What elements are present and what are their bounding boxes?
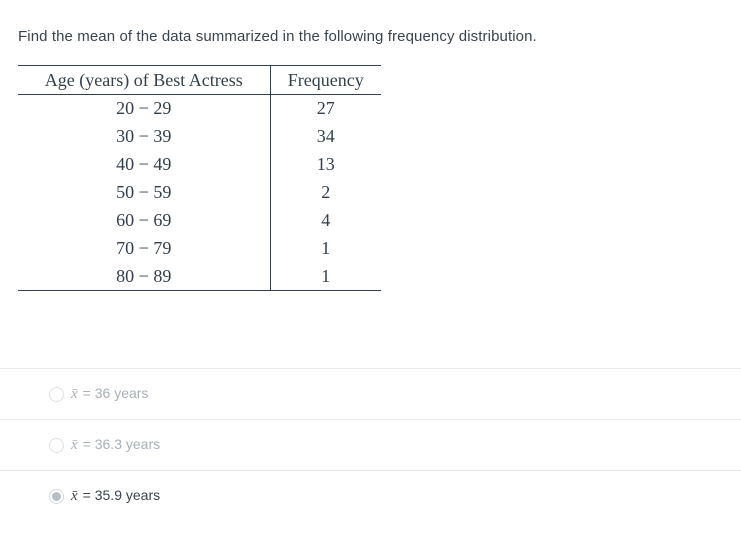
xbar-symbol: x̄ [71, 437, 78, 453]
option-label: x̄ = 36 years [71, 385, 148, 403]
option-text: = 35.9 years [82, 487, 161, 503]
table-row: 20 − 29 27 [18, 94, 381, 123]
frequency-cell: 34 [316, 126, 335, 146]
option-label: x̄ = 35.9 years [71, 487, 160, 505]
frequency-cell: 27 [316, 98, 335, 119]
age-range-cell: 60 − 69 [18, 206, 271, 235]
option-row-1[interactable]: x̄ = 36 years [0, 368, 741, 419]
frequency-table: Age (years) of Best Actress Frequency 20… [18, 65, 381, 291]
option-label: x̄ = 36.3 years [71, 436, 160, 454]
option-row-2[interactable]: x̄ = 36.3 years [0, 419, 741, 470]
table-row: 70 − 79 1 [18, 234, 381, 263]
xbar-symbol: x̄ [71, 488, 78, 504]
frequency-cell: 4 [321, 210, 331, 230]
frequency-cell: 13 [316, 154, 335, 174]
option-row-3[interactable]: x̄ = 35.9 years [0, 470, 741, 521]
age-range-cell: 20 − 29 [18, 94, 271, 123]
radio-button-icon[interactable] [49, 386, 64, 402]
table-row: 60 − 69 4 [18, 206, 381, 235]
age-range-cell: 50 − 59 [18, 178, 271, 207]
age-range-cell: 30 − 39 [18, 122, 271, 151]
column-header-frequency: Frequency [287, 69, 364, 90]
radio-button-icon[interactable] [49, 488, 64, 504]
option-text: = 36.3 years [82, 436, 161, 452]
frequency-cell: 2 [321, 182, 331, 202]
age-range-cell: 80 − 89 [18, 262, 271, 291]
table-header-row: Age (years) of Best Actress Frequency [18, 65, 381, 95]
table-row: 80 − 89 1 [18, 262, 381, 291]
radio-button-icon[interactable] [49, 437, 64, 453]
frequency-cell: 1 [321, 265, 331, 286]
table-row: 40 − 49 13 [18, 150, 381, 179]
xbar-symbol: x̄ [71, 386, 78, 402]
age-range-cell: 70 − 79 [18, 234, 271, 263]
table-row: 30 − 39 34 [18, 122, 381, 151]
age-range-cell: 40 − 49 [18, 150, 271, 179]
table-row: 50 − 59 2 [18, 178, 381, 207]
answer-options: x̄ = 36 years x̄ = 36.3 years x̄ = 35.9 yea… [0, 368, 741, 521]
column-header-age: Age (years) of Best Actress [18, 65, 271, 95]
option-text: = 36 years [82, 385, 149, 401]
question-text: Find the mean of the data summarized in … [18, 28, 537, 45]
frequency-cell: 1 [321, 238, 331, 258]
